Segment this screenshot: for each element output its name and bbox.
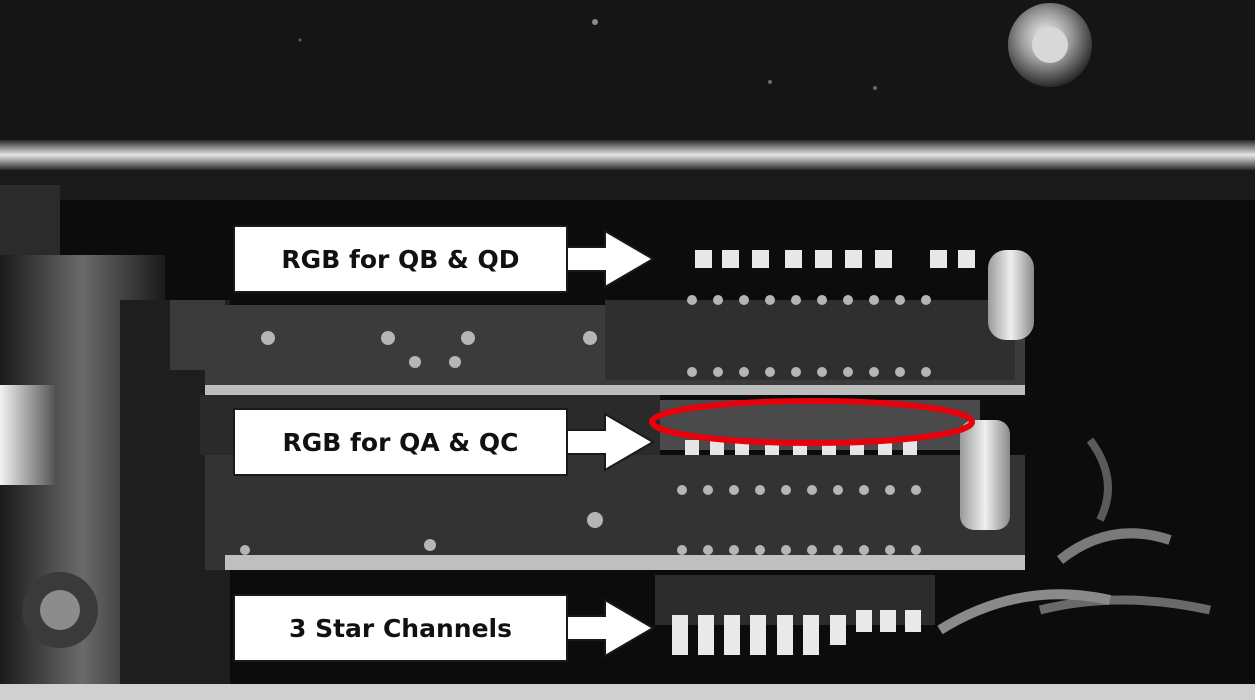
label-rgb-qb-qd-text: RGB for QB & QD xyxy=(281,244,520,274)
highlight-ellipse xyxy=(649,398,975,446)
label-star-channels: 3 Star Channels xyxy=(233,594,568,662)
arrow-right-icon xyxy=(566,412,655,472)
label-rgb-qa-qc-text: RGB for QA & QC xyxy=(282,427,519,457)
label-rgb-qb-qd: RGB for QB & QD xyxy=(233,225,568,293)
label-star-channels-text: 3 Star Channels xyxy=(289,613,512,643)
arrow-right-icon xyxy=(566,229,655,289)
arrow-right-icon xyxy=(566,598,655,658)
label-rgb-qa-qc: RGB for QA & QC xyxy=(233,408,568,476)
